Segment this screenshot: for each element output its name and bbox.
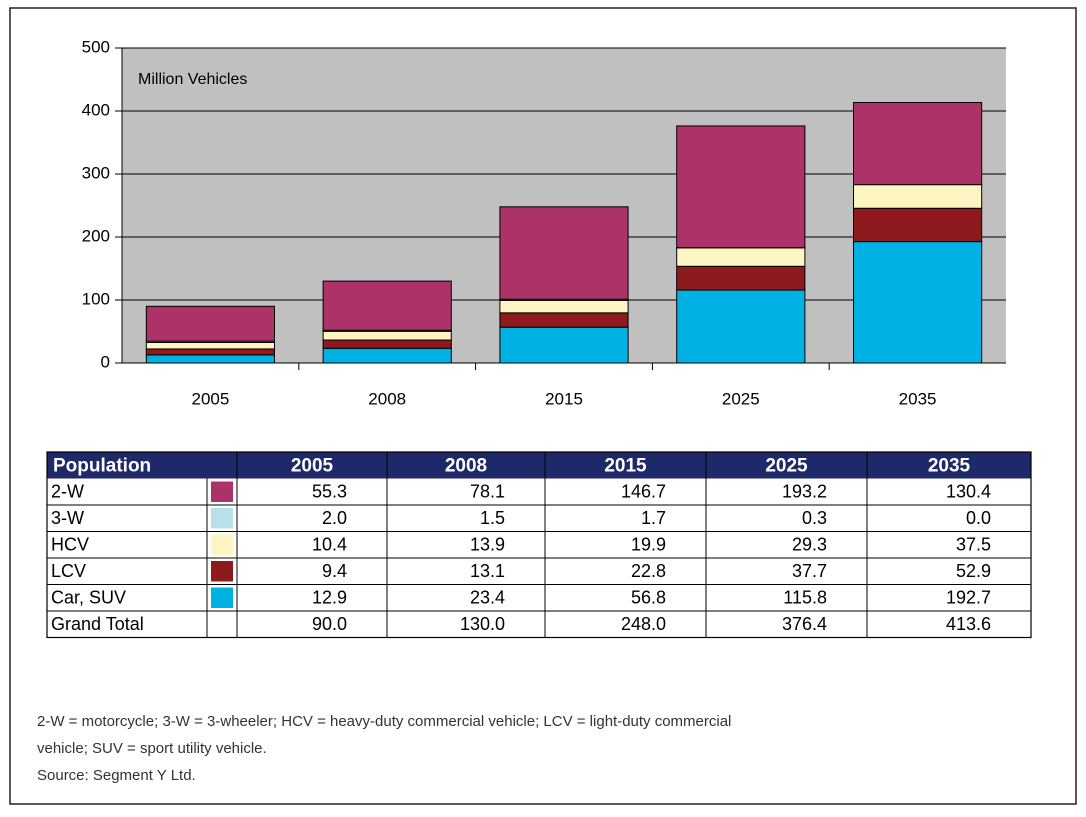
x-tick-label: 2035 bbox=[899, 389, 937, 408]
table-cell: 0.0 bbox=[966, 508, 991, 528]
table-cell: 52.9 bbox=[956, 561, 991, 581]
table-cell: 55.3 bbox=[312, 482, 347, 502]
x-tick-label: 2008 bbox=[368, 389, 406, 408]
x-tick-label: 2005 bbox=[191, 389, 229, 408]
bar-segment bbox=[677, 266, 805, 290]
table-header-bg bbox=[47, 452, 1031, 479]
table-cell: 413.6 bbox=[946, 614, 991, 634]
bar-segment bbox=[323, 340, 451, 348]
table-cell: 248.0 bbox=[621, 614, 666, 634]
bar-segment bbox=[500, 300, 628, 313]
y-tick-label: 400 bbox=[82, 100, 110, 119]
table-header-year: 2035 bbox=[928, 455, 971, 476]
table-cell: 19.9 bbox=[631, 535, 666, 555]
legend-swatch bbox=[211, 482, 233, 503]
table-cell: 2.0 bbox=[322, 508, 347, 528]
bar-segment bbox=[323, 348, 451, 363]
y-tick-label: 300 bbox=[82, 163, 110, 182]
row-label: LCV bbox=[51, 561, 86, 581]
row-label: HCV bbox=[51, 535, 89, 555]
legend-swatch bbox=[211, 535, 233, 556]
bar-segment bbox=[500, 207, 628, 299]
table-cell: 22.8 bbox=[631, 561, 666, 581]
table-cell: 37.5 bbox=[956, 535, 991, 555]
row-label: Grand Total bbox=[51, 614, 144, 634]
table-cell: 78.1 bbox=[470, 482, 505, 502]
bar-segment bbox=[854, 102, 982, 184]
table-header-year: 2005 bbox=[291, 455, 334, 476]
bar-segment bbox=[146, 355, 274, 363]
table-cell: 376.4 bbox=[782, 614, 827, 634]
table-cell: 12.9 bbox=[312, 588, 347, 608]
table-cell: 56.8 bbox=[631, 588, 666, 608]
table-cell: 13.9 bbox=[470, 535, 505, 555]
table-cell: 1.5 bbox=[480, 508, 505, 528]
bar-segment bbox=[854, 185, 982, 209]
table-cell: 146.7 bbox=[621, 482, 666, 502]
legend-swatch bbox=[211, 588, 233, 609]
table-cell: 29.3 bbox=[792, 535, 827, 555]
bar-segment bbox=[500, 327, 628, 363]
x-tick-label: 2015 bbox=[545, 389, 583, 408]
bar-segment bbox=[677, 248, 805, 266]
footnote: Source: Segment Y Ltd. bbox=[37, 767, 196, 784]
table-cell: 90.0 bbox=[312, 614, 347, 634]
row-label: Car, SUV bbox=[51, 588, 126, 608]
bar-segment bbox=[323, 281, 451, 330]
table-header-year: 2015 bbox=[604, 455, 647, 476]
row-label: 2-W bbox=[51, 482, 84, 502]
table-cell: 37.7 bbox=[792, 561, 827, 581]
row-label: 3-W bbox=[51, 508, 84, 528]
table-cell: 115.8 bbox=[783, 588, 827, 608]
legend-swatch bbox=[211, 561, 233, 582]
bar-segment bbox=[854, 242, 982, 363]
table-cell: 0.3 bbox=[802, 508, 827, 528]
y-tick-label: 100 bbox=[82, 289, 110, 308]
y-tick-label: 500 bbox=[82, 37, 110, 56]
table-header-year: 2025 bbox=[765, 455, 808, 476]
table-cell: 10.4 bbox=[312, 535, 347, 555]
x-tick-label: 2025 bbox=[722, 389, 760, 408]
table-cell: 130.4 bbox=[946, 482, 991, 502]
bar-segment bbox=[677, 126, 805, 248]
bar-segment bbox=[146, 342, 274, 349]
bar-segment bbox=[500, 313, 628, 327]
table-cell: 13.1 bbox=[470, 561, 505, 581]
bar-segment bbox=[677, 290, 805, 363]
annotation: Million Vehicles bbox=[138, 71, 247, 88]
footnote: 2-W = motorcycle; 3-W = 3-wheeler; HCV =… bbox=[37, 713, 731, 730]
table-cell: 192.7 bbox=[946, 588, 991, 608]
table-header-year: 2008 bbox=[445, 455, 487, 476]
y-tick-label: 0 bbox=[101, 352, 110, 371]
bar-segment bbox=[146, 306, 274, 341]
table-cell: 193.2 bbox=[782, 482, 827, 502]
table-cell: 130.0 bbox=[460, 614, 505, 634]
footnote: vehicle; SUV = sport utility vehicle. bbox=[37, 740, 267, 757]
bar-segment bbox=[146, 349, 274, 355]
bar-segment bbox=[854, 208, 982, 241]
bar-segment bbox=[323, 331, 451, 340]
legend-swatch bbox=[211, 508, 233, 529]
table-header: Population bbox=[53, 455, 151, 476]
y-tick-label: 200 bbox=[82, 226, 110, 245]
table-cell: 9.4 bbox=[322, 561, 347, 581]
table-cell: 23.4 bbox=[470, 588, 505, 608]
table-cell: 1.7 bbox=[641, 508, 666, 528]
